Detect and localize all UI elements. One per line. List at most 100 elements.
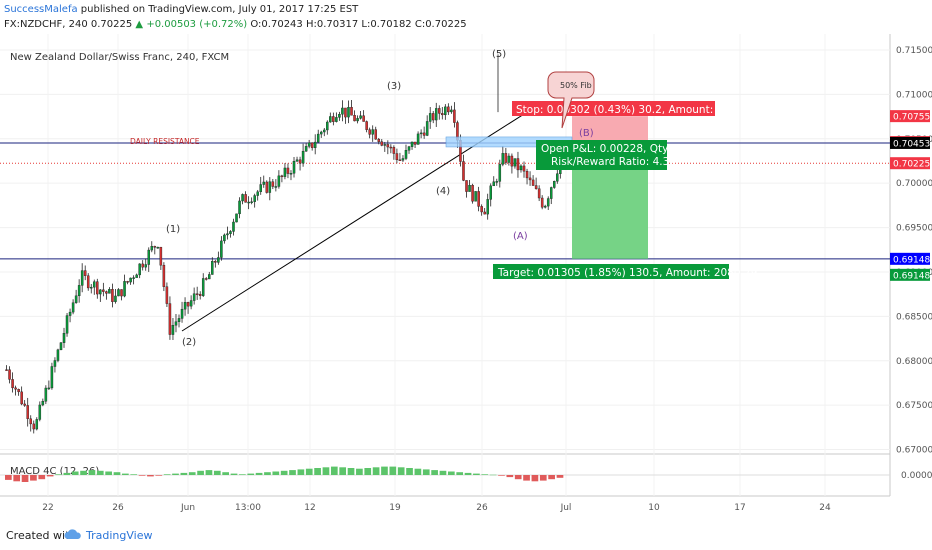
candle	[504, 147, 508, 165]
stop-zone[interactable]	[572, 116, 648, 143]
candle	[335, 112, 338, 123]
x-tick-label: 13:00	[235, 503, 261, 513]
candle	[214, 259, 217, 268]
candle	[192, 287, 196, 305]
macd-bar	[71, 471, 79, 475]
candle	[428, 107, 432, 129]
candle	[244, 191, 247, 203]
price-chart[interactable]: 0.715000.710000.705000.700000.695000.690…	[0, 34, 932, 518]
fib-callout[interactable]	[547, 71, 595, 129]
candle	[74, 289, 78, 304]
up-arrow-icon: ▲	[135, 19, 144, 30]
macd-bar	[80, 470, 87, 475]
x-tick-label: Jun	[180, 503, 195, 513]
candle	[165, 282, 169, 307]
price-change: +0.00503 (+0.72%)	[146, 19, 248, 30]
candle	[546, 196, 550, 211]
candle	[250, 197, 253, 205]
candle	[38, 401, 42, 422]
tradingview-cloud-icon	[64, 529, 81, 539]
candle	[274, 179, 278, 192]
candle	[471, 183, 474, 204]
candle	[162, 262, 166, 292]
candle	[404, 144, 408, 161]
candle	[537, 185, 541, 202]
macd-bar	[55, 474, 62, 475]
macd-bar	[46, 475, 54, 477]
candle	[374, 126, 377, 140]
author-link[interactable]: SuccessMalefa	[4, 4, 78, 15]
candle	[543, 204, 547, 209]
macd-bar	[297, 469, 305, 475]
candle	[20, 386, 23, 406]
candle	[389, 144, 393, 154]
candle	[501, 146, 505, 167]
candle	[171, 317, 175, 340]
macd-bar	[473, 473, 480, 475]
macd-label: MACD 4C (12, 26)	[10, 466, 99, 477]
candle	[235, 213, 238, 223]
candle	[117, 288, 120, 297]
macd-bar	[506, 475, 514, 478]
published-text: published on TradingView.com, July 01, 2…	[80, 4, 359, 15]
macd-bar	[330, 466, 338, 475]
candle	[280, 174, 284, 183]
candle	[380, 139, 384, 147]
candle	[29, 415, 32, 432]
candle	[211, 257, 214, 275]
candle	[441, 107, 444, 120]
candle	[540, 195, 544, 210]
candle	[223, 233, 226, 244]
candle	[253, 193, 256, 208]
candle	[5, 365, 8, 371]
candle	[392, 145, 396, 160]
candle	[365, 120, 368, 133]
macd-bar	[280, 470, 288, 475]
macd-bar	[347, 468, 355, 475]
x-tick-label: 22	[42, 503, 53, 513]
macd-bar	[213, 470, 221, 475]
candle	[480, 204, 483, 216]
tradingview-brand-link[interactable]: TradingView	[86, 529, 153, 542]
candle	[268, 177, 272, 201]
candle	[289, 170, 293, 181]
candle	[398, 152, 402, 162]
candle	[135, 273, 138, 278]
candle	[434, 102, 438, 127]
candle	[159, 246, 163, 270]
symbol-line: FX:NZDCHF, 240 0.70225 ▲ +0.00503 (+0.72…	[4, 19, 467, 30]
candle	[86, 273, 90, 291]
candle	[310, 142, 314, 151]
candle	[416, 131, 420, 145]
candle	[350, 99, 353, 116]
macd-bar	[272, 471, 280, 475]
candle	[326, 120, 329, 135]
macd-bar	[63, 472, 71, 475]
candle	[519, 164, 523, 173]
macd-bar	[531, 475, 539, 482]
target-label-box	[493, 264, 729, 279]
macd-bar	[498, 475, 505, 476]
candlestick-series	[5, 54, 580, 434]
candle	[14, 385, 17, 396]
macd-bar	[381, 466, 388, 475]
candle	[356, 115, 359, 124]
macd-bar	[255, 472, 263, 475]
candle	[341, 100, 344, 122]
chart-header: SuccessMalefa published on TradingView.c…	[0, 0, 932, 34]
macd-bar	[88, 470, 96, 475]
wave-label-4: (4)	[436, 186, 450, 197]
macd-bar	[339, 467, 347, 475]
candle	[41, 398, 45, 407]
candle	[174, 314, 178, 333]
y-tick-label: 0.69500	[896, 224, 932, 234]
candle	[114, 289, 117, 304]
macd-bar	[130, 474, 138, 475]
candle	[8, 366, 11, 384]
candle	[438, 105, 441, 120]
macd-bar	[397, 467, 405, 475]
macd-bar	[514, 475, 522, 480]
macd-bar	[414, 468, 422, 475]
candle	[368, 127, 371, 139]
candle	[377, 137, 381, 145]
